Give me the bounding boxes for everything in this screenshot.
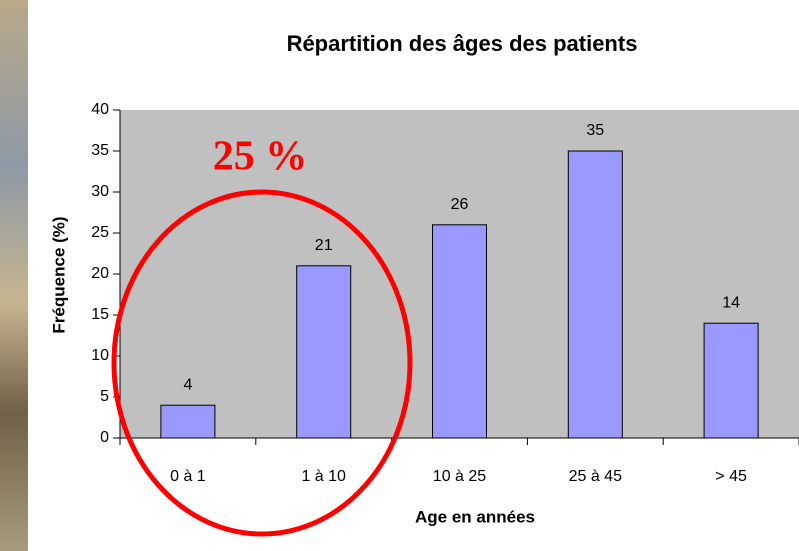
- x-tick-label: > 45: [715, 468, 747, 485]
- data-label: 4: [183, 376, 192, 393]
- y-tick-label: 10: [91, 347, 109, 364]
- background-photo: [0, 0, 28, 551]
- bar: [433, 225, 487, 438]
- y-tick-label: 35: [91, 142, 109, 159]
- data-label: 14: [722, 294, 740, 311]
- x-tick-label: 10 à 25: [433, 468, 486, 485]
- page: {"chart_data": {"type": "bar", "title": …: [0, 0, 799, 551]
- chart: Répartition des âges des patients Age en…: [0, 0, 799, 551]
- y-tick-label: 0: [100, 429, 109, 446]
- data-label: 26: [451, 196, 469, 213]
- y-axis-title: Fréquence (%): [49, 216, 68, 333]
- bar: [568, 151, 622, 438]
- y-tick-label: 15: [91, 306, 109, 323]
- chart-title: Répartition des âges des patients: [287, 31, 638, 56]
- x-tick-label: 25 à 45: [569, 468, 622, 485]
- y-tick-label: 25: [91, 224, 109, 241]
- annotation: 25 %: [213, 134, 308, 180]
- x-axis-title: Age en années: [415, 507, 535, 526]
- bar: [704, 323, 758, 438]
- x-tick-label: 1 à 10: [301, 468, 346, 485]
- data-label: 21: [315, 237, 333, 254]
- data-label: 35: [586, 122, 604, 139]
- y-tick-label: 5: [100, 388, 109, 405]
- x-tick-label: 0 à 1: [170, 468, 206, 485]
- y-tick-label: 20: [91, 265, 109, 282]
- y-tick-label: 40: [91, 101, 109, 118]
- bar: [297, 266, 351, 438]
- bar: [161, 405, 215, 438]
- y-tick-label: 30: [91, 183, 109, 200]
